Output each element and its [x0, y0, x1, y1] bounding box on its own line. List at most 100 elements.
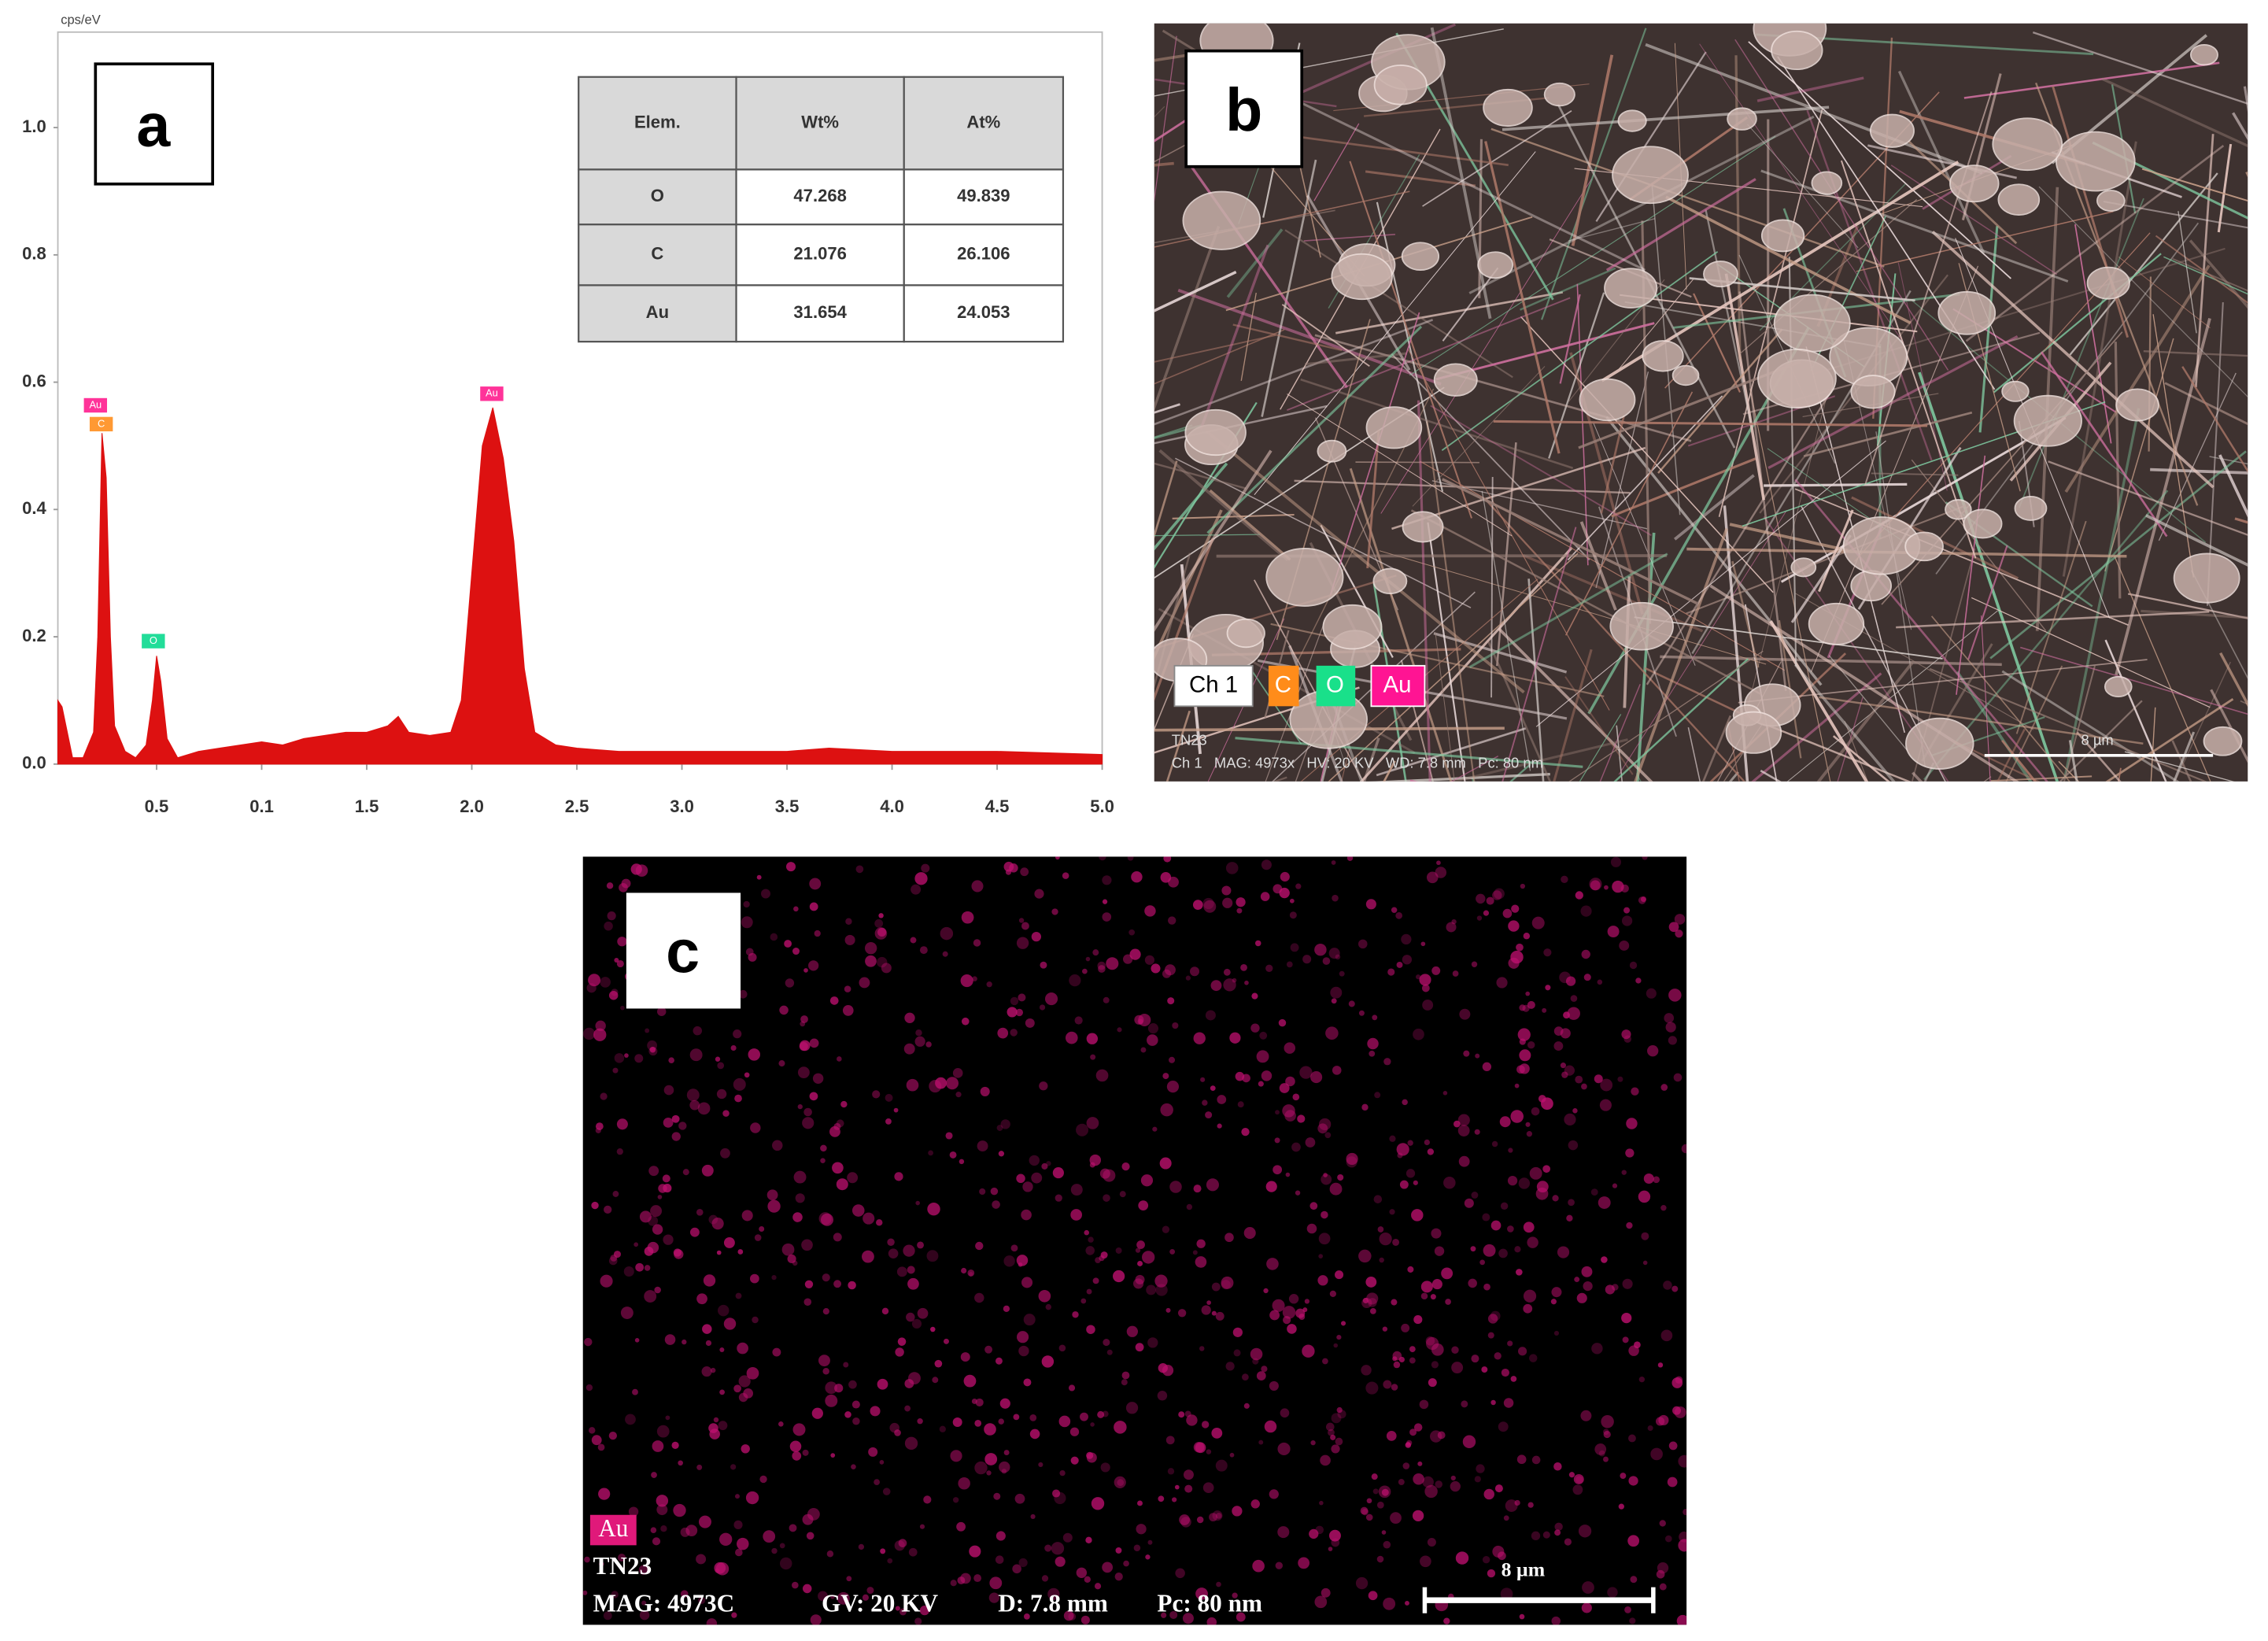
au-signal	[789, 1524, 797, 1532]
au-signal	[1254, 940, 1261, 947]
fiber	[1490, 476, 1494, 698]
fiber	[1232, 323, 1343, 352]
au-signal	[698, 1515, 711, 1528]
au-signal	[904, 1379, 914, 1388]
fiber	[2143, 350, 2248, 357]
au-signal	[1126, 1325, 1138, 1337]
au-signal	[1664, 1535, 1672, 1543]
au-signal	[1516, 1454, 1527, 1465]
au-signal	[772, 1347, 781, 1357]
bead	[1949, 164, 2000, 203]
au-signal	[1621, 1170, 1627, 1175]
au-signal	[1389, 1209, 1395, 1215]
au-signal	[654, 1286, 661, 1294]
au-signal	[969, 1545, 981, 1558]
au-signal	[1099, 1168, 1110, 1179]
au-signal	[1165, 1436, 1175, 1445]
au-signal	[1210, 1085, 1216, 1091]
au-signal	[1160, 1103, 1173, 1117]
au-signal	[874, 918, 884, 928]
au-signal	[1443, 1176, 1456, 1189]
au-signal	[984, 1345, 993, 1354]
bead	[1760, 219, 1805, 253]
au-signal	[1200, 1077, 1206, 1082]
au-signal	[1055, 1194, 1062, 1202]
fiber	[2020, 646, 2248, 715]
au-signal	[1483, 1283, 1490, 1291]
au-signal	[658, 1184, 667, 1193]
bead	[1477, 251, 1513, 279]
au-signal	[1542, 1531, 1550, 1539]
table-cell-text: 21.076	[793, 244, 846, 264]
au-signal	[1335, 954, 1341, 960]
au-signal	[1282, 1104, 1295, 1118]
au-signal	[1561, 875, 1568, 884]
au-signal	[793, 906, 799, 912]
au-signal	[1461, 1400, 1468, 1408]
au-signal	[803, 1298, 812, 1307]
eds-map	[582, 856, 1687, 1625]
au-signal	[1583, 974, 1591, 981]
au-signal	[1121, 1379, 1128, 1386]
au-signal	[650, 1205, 663, 1218]
au-signal	[923, 1495, 932, 1504]
au-signal	[1646, 988, 1657, 999]
au-signal	[1195, 1256, 1207, 1268]
fiber	[1154, 449, 1273, 633]
legend-box	[1316, 665, 1356, 707]
au-signal	[714, 1562, 726, 1574]
au-signal	[713, 1417, 719, 1423]
au-signal	[999, 1461, 1010, 1473]
au-signal	[1427, 1537, 1436, 1547]
au-signal	[847, 1172, 859, 1184]
au-signal	[1023, 1314, 1036, 1326]
legend-label: Ch 1	[1189, 671, 1238, 697]
au-signal	[741, 1210, 753, 1222]
fiber	[1484, 141, 1561, 454]
au-signal	[1626, 1222, 1633, 1229]
au-signal	[1531, 916, 1545, 930]
au-signal	[1553, 1041, 1564, 1051]
au-signal	[1476, 915, 1483, 921]
au-signal	[1557, 1246, 1570, 1258]
y-tick-label: 0.0	[22, 753, 46, 773]
au-signal	[1413, 1315, 1423, 1325]
table-cell-text: 31.654	[793, 302, 847, 322]
bead	[1773, 294, 1851, 353]
au-signal	[1368, 1298, 1377, 1307]
au-signal	[1376, 1501, 1384, 1509]
au-signal	[1564, 1065, 1575, 1076]
au-signal	[1621, 1312, 1632, 1324]
au-signal	[779, 1543, 785, 1549]
au-signal	[1590, 1188, 1598, 1196]
au-signal	[1211, 1310, 1217, 1316]
au-signal	[1236, 907, 1243, 914]
au-signal	[915, 1029, 922, 1037]
au-signal	[942, 951, 948, 957]
au-signal	[1102, 875, 1112, 885]
magnification: MAG: 4973C	[593, 1590, 735, 1617]
au-signal	[865, 955, 877, 967]
au-signal	[893, 1107, 899, 1113]
au-signal	[844, 985, 851, 992]
au-signal	[1265, 1181, 1277, 1192]
au-signal	[1629, 1617, 1636, 1624]
au-signal	[882, 1488, 891, 1495]
au-signal	[1322, 1358, 1328, 1365]
au-signal	[1665, 1022, 1676, 1033]
au-signal	[1145, 1554, 1151, 1560]
voltage: GV: 20 KV	[822, 1590, 939, 1617]
au-signal	[1202, 1100, 1208, 1106]
au-signal	[1620, 884, 1629, 893]
x-tick-label: 3.0	[670, 796, 694, 816]
au-signal	[1640, 896, 1647, 903]
au-signal	[858, 1543, 865, 1550]
table-header: Elem.	[634, 112, 681, 131]
au-signal	[1322, 957, 1331, 965]
au-signal	[1119, 1191, 1126, 1198]
fiber	[1520, 267, 1616, 311]
fiber	[2155, 235, 2248, 304]
au-signal	[809, 878, 822, 890]
au-signal	[1169, 1610, 1178, 1619]
au-signal	[1332, 894, 1339, 902]
